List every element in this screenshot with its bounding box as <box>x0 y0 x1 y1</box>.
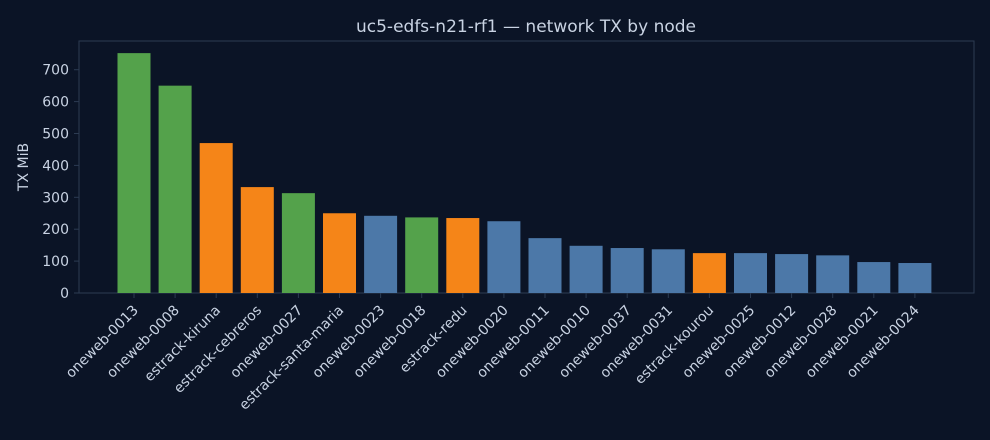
y-axis: 0 100 200 300 400 500 600 700 <box>42 63 79 302</box>
bar <box>775 254 809 293</box>
x-tick-label: oneweb-0018 <box>351 303 430 382</box>
bar <box>117 53 151 293</box>
x-axis: oneweb-0013oneweb-0008estrack-kirunaestr… <box>63 293 923 413</box>
x-tick-label: oneweb-0037 <box>556 303 635 382</box>
bar <box>281 193 315 293</box>
x-tick-label: oneweb-0011 <box>474 303 553 382</box>
bar <box>816 255 850 293</box>
bar <box>405 217 439 293</box>
y-tick-label: 0 <box>60 286 69 302</box>
y-axis-label: TX MiB <box>16 143 32 192</box>
bar <box>446 218 480 293</box>
bar <box>569 245 603 293</box>
x-tick-label: oneweb-0028 <box>762 303 841 382</box>
x-tick-label: oneweb-0023 <box>309 303 388 382</box>
bar <box>158 85 192 293</box>
bar <box>610 248 644 293</box>
y-tick-label: 400 <box>42 158 69 174</box>
y-tick-label: 200 <box>42 222 69 238</box>
bar <box>898 263 932 293</box>
chart-title: uc5-edfs-n21-rf1 — network TX by node <box>356 17 696 37</box>
bar <box>692 253 726 293</box>
x-tick-label: oneweb-0031 <box>597 303 676 382</box>
y-tick-label: 500 <box>42 127 69 143</box>
x-tick-label: oneweb-0012 <box>720 303 799 382</box>
bar <box>199 143 233 293</box>
bar <box>323 213 356 293</box>
x-tick-label: oneweb-0008 <box>104 303 183 382</box>
x-tick-label: oneweb-0025 <box>679 303 758 382</box>
x-tick-label: oneweb-0010 <box>515 303 594 382</box>
bar <box>487 221 521 293</box>
y-tick-label: 600 <box>42 95 69 111</box>
bar <box>857 262 891 293</box>
x-tick-label: oneweb-0013 <box>63 303 142 382</box>
x-tick-label: oneweb-0021 <box>803 303 882 382</box>
x-tick-label: oneweb-0024 <box>844 302 923 381</box>
bar <box>651 249 685 293</box>
plot-area-frame <box>78 40 975 294</box>
x-tick-label: oneweb-0027 <box>227 303 306 382</box>
bar <box>528 238 562 293</box>
y-tick-label: 100 <box>42 254 69 270</box>
bar <box>240 187 274 293</box>
x-tick-label: oneweb-0020 <box>433 303 512 382</box>
bars <box>117 53 932 293</box>
bar <box>364 215 398 293</box>
bar <box>734 253 767 293</box>
y-tick-label: 700 <box>42 63 69 79</box>
y-tick-label: 300 <box>42 190 69 206</box>
